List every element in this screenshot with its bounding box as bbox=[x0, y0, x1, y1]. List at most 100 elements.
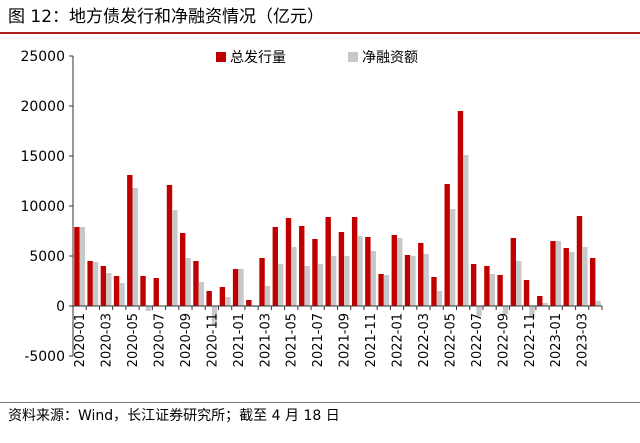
footer-divider bbox=[0, 402, 640, 403]
legend-net-financing-swatch bbox=[348, 52, 358, 62]
title-divider bbox=[0, 32, 640, 34]
x-tick-label: 2022-11 bbox=[523, 313, 538, 367]
issuance-bar bbox=[378, 274, 384, 306]
issuance-bar bbox=[325, 217, 331, 306]
issuance-bar bbox=[470, 264, 477, 306]
issuance-bar bbox=[338, 232, 345, 306]
net-financing-bar bbox=[463, 155, 469, 306]
net-financing-bar bbox=[185, 258, 191, 306]
issuance-bar bbox=[576, 216, 583, 306]
net-financing-bar bbox=[423, 254, 429, 306]
issuance-bar bbox=[484, 266, 490, 306]
net-financing-bar bbox=[277, 264, 284, 306]
x-tick-label: 2020-03 bbox=[100, 313, 115, 367]
net-financing-bar bbox=[92, 262, 99, 306]
x-tick-label: 2020-11 bbox=[205, 313, 220, 367]
y-tick-label: 25000 bbox=[20, 49, 65, 65]
legend-net-financing-label: 净融资额 bbox=[362, 50, 418, 66]
issuance-bar bbox=[523, 280, 530, 306]
figure-title: 图 12：地方债发行和净融资情况（亿元） bbox=[8, 7, 325, 27]
x-tick-label: 2022-05 bbox=[443, 313, 458, 367]
net-financing-bar bbox=[383, 275, 390, 306]
issuance-bar bbox=[510, 238, 517, 306]
net-financing-bar bbox=[264, 286, 271, 306]
issuance-bar bbox=[312, 239, 318, 306]
issuance-bar bbox=[193, 261, 199, 306]
net-financing-bar bbox=[198, 282, 205, 306]
net-financing-bar bbox=[172, 210, 178, 306]
y-tick-label: -5000 bbox=[24, 349, 65, 365]
issuance-bar bbox=[166, 185, 173, 306]
issuance-bar bbox=[457, 111, 464, 306]
issuance-bar bbox=[365, 237, 371, 306]
issuance-bar bbox=[259, 258, 265, 306]
issuance-bar bbox=[351, 217, 358, 306]
net-financing-bar bbox=[119, 283, 125, 306]
issuance-bar bbox=[537, 296, 543, 306]
issuance-bar bbox=[299, 226, 305, 306]
net-financing-bar bbox=[370, 251, 376, 306]
net-financing-bar bbox=[397, 238, 403, 306]
x-tick-label: 2020-07 bbox=[152, 313, 167, 367]
x-tick-label: 2022-09 bbox=[496, 313, 511, 367]
x-tick-label: 2022-07 bbox=[470, 313, 485, 367]
x-tick-label: 2022-03 bbox=[417, 313, 432, 367]
net-financing-bar bbox=[489, 274, 495, 306]
net-financing-bar bbox=[568, 252, 575, 306]
issuance-bar bbox=[550, 241, 556, 306]
net-financing-bar bbox=[529, 306, 535, 318]
x-tick-label: 2023-03 bbox=[576, 313, 591, 367]
net-financing-bar bbox=[410, 256, 416, 306]
x-tick-label: 2020-05 bbox=[126, 313, 141, 367]
net-financing-bar bbox=[449, 209, 456, 306]
issuance-bar bbox=[153, 278, 159, 306]
x-tick-label: 2021-11 bbox=[364, 313, 379, 367]
net-financing-bar bbox=[357, 236, 363, 306]
issuance-bar bbox=[404, 255, 411, 306]
net-financing-bar bbox=[595, 301, 601, 306]
issuance-bar bbox=[219, 287, 226, 306]
net-financing-bar bbox=[502, 306, 509, 314]
issuance-bar bbox=[74, 227, 80, 306]
y-tick-label: 15000 bbox=[20, 149, 65, 165]
issuance-bar bbox=[100, 266, 107, 306]
net-financing-bar bbox=[436, 291, 443, 306]
issuance-bar bbox=[232, 269, 239, 306]
net-financing-bar bbox=[79, 227, 86, 306]
x-tick-label: 2020-01 bbox=[73, 313, 88, 367]
issuance-bar bbox=[246, 300, 252, 306]
net-financing-bar bbox=[145, 306, 152, 311]
x-tick-label: 2021-09 bbox=[338, 313, 353, 367]
net-financing-bar bbox=[225, 297, 231, 306]
y-tick-label: 0 bbox=[56, 299, 65, 315]
net-financing-bar bbox=[317, 264, 324, 306]
net-financing-bar bbox=[555, 241, 562, 306]
issuance-bar bbox=[563, 248, 569, 306]
issuance-bar bbox=[431, 277, 437, 306]
x-tick-label: 2022-01 bbox=[391, 313, 406, 367]
net-financing-bar bbox=[476, 306, 482, 316]
issuance-bar bbox=[285, 218, 292, 306]
x-tick-label: 2021-07 bbox=[311, 313, 326, 367]
legend-issuance-swatch bbox=[216, 52, 226, 62]
net-financing-bar bbox=[106, 273, 112, 306]
net-financing-bar bbox=[291, 247, 297, 306]
legend-issuance-label: 总发行量 bbox=[230, 50, 286, 66]
y-tick-label: 20000 bbox=[20, 99, 65, 115]
x-tick-label: 2021-05 bbox=[285, 313, 300, 367]
x-tick-label: 2020-09 bbox=[179, 313, 194, 367]
source-note: 资料来源：Wind，长江证券研究所；截至 4 月 18 日 bbox=[8, 408, 340, 424]
issuance-bar bbox=[180, 233, 186, 306]
net-financing-bar bbox=[132, 188, 138, 306]
issuance-bar bbox=[87, 261, 93, 306]
net-financing-bar bbox=[211, 306, 218, 325]
x-tick-label: 2021-03 bbox=[258, 313, 273, 367]
issuance-bar bbox=[272, 227, 278, 306]
x-tick-label: 2021-01 bbox=[232, 313, 247, 367]
net-financing-bar bbox=[330, 256, 337, 306]
x-tick-label: 2023-01 bbox=[549, 313, 564, 367]
issuance-bar bbox=[113, 276, 120, 306]
issuance-bar bbox=[206, 291, 212, 306]
issuance-bar bbox=[444, 184, 450, 306]
issuance-bar bbox=[589, 258, 596, 306]
